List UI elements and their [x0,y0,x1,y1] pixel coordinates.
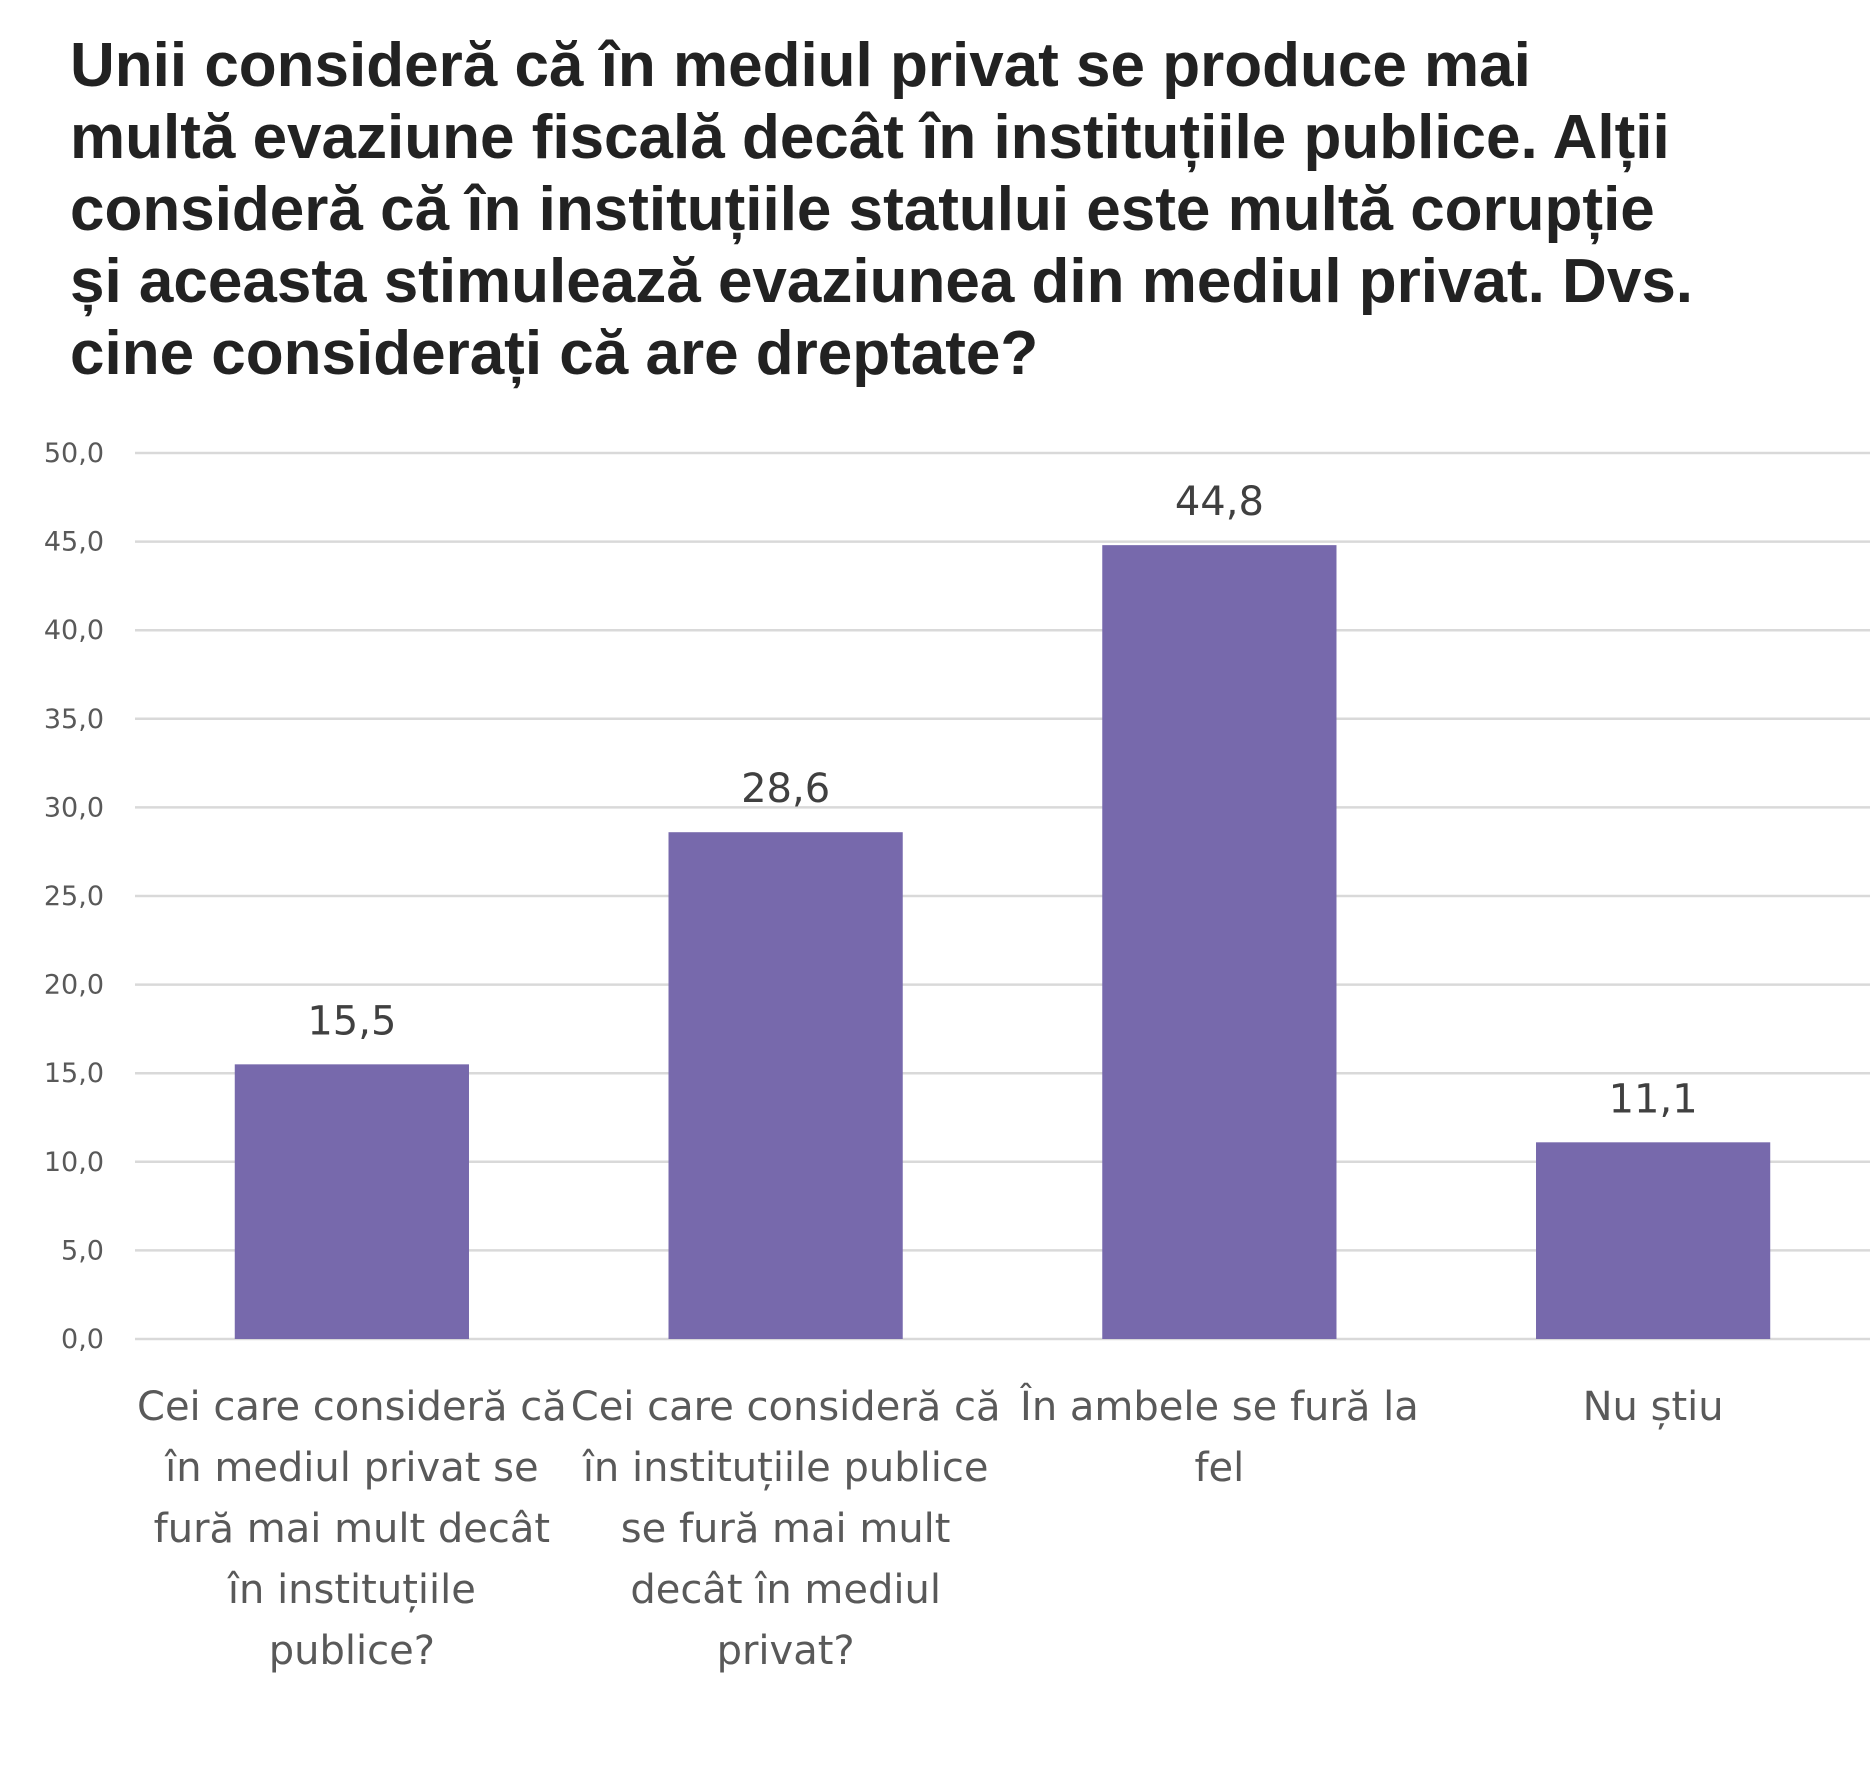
category-label: Cei care consideră că în instituțiile pub… [571,1384,1001,1674]
y-tick-label: 10,0 [44,1147,104,1178]
category-labels: Cei care consideră că în mediul privat se… [137,1382,1724,1674]
y-tick-label: 20,0 [44,970,104,1001]
category-label-line: În ambele se fură la [1019,1382,1419,1430]
chart-title-line: Unii consideră că în mediul privat se pr… [70,31,1531,100]
category-label-line: fel [1194,1445,1244,1491]
data-label: 28,6 [741,766,830,812]
category-label-line: Cei care consideră că [137,1384,567,1430]
category-label: În ambele se fură la fel [1019,1382,1419,1491]
category-label-line: decât în mediul [630,1567,941,1613]
y-tick-label: 40,0 [44,615,104,646]
category-label-line: Cei care consideră că [571,1384,1001,1430]
chart-title-line: cine considerați că are dreptate? [70,319,1039,388]
data-label: 15,5 [307,998,396,1044]
category-label-line: se fură mai mult [621,1506,951,1552]
y-tick-label: 0,0 [61,1324,104,1355]
category-label-line: publice? [269,1628,435,1674]
chart-title-line: multă evaziune fiscală decât în instituț… [70,103,1670,172]
bar [1102,545,1337,1339]
y-tick-label: 45,0 [44,527,104,558]
bar [234,1064,469,1339]
y-tick-label: 5,0 [61,1235,104,1266]
chart-title-line: și aceasta stimulează evaziunea din medi… [70,247,1694,316]
category-label-line: în mediul privat se [164,1445,538,1491]
data-label: 11,1 [1609,1076,1698,1122]
bar [668,832,903,1339]
bar [1536,1142,1771,1339]
category-label: Cei care consideră că în mediul privat se… [137,1384,567,1674]
category-label-line: fură mai mult decât [154,1506,550,1552]
y-tick-label: 35,0 [44,704,104,735]
y-tick-label: 50,0 [44,438,104,469]
category-label-line: în instituțiile publice [582,1445,989,1491]
data-label: 44,8 [1175,479,1264,525]
category-label-line: privat? [717,1628,855,1674]
data-labels: 15,5 28,6 44,8 11,1 [307,479,1697,1122]
bars [234,545,1771,1339]
chart-title-line: consideră că în instituțiile statului es… [70,175,1655,244]
y-tick-label: 30,0 [44,792,104,823]
y-tick-label: 25,0 [44,881,104,912]
y-axis-tick-labels: 0,0 5,0 10,0 15,0 20,0 25,0 30,0 35,0 40,0 45,0 50… [44,438,104,1355]
category-label-line: Nu știu [1583,1384,1724,1430]
chart-title: Unii consideră că în mediul privat se pr… [70,30,1850,390]
category-label: Nu știu [1583,1384,1724,1430]
category-label-line: în instituțiile [227,1567,476,1613]
y-tick-label: 15,0 [44,1058,104,1089]
